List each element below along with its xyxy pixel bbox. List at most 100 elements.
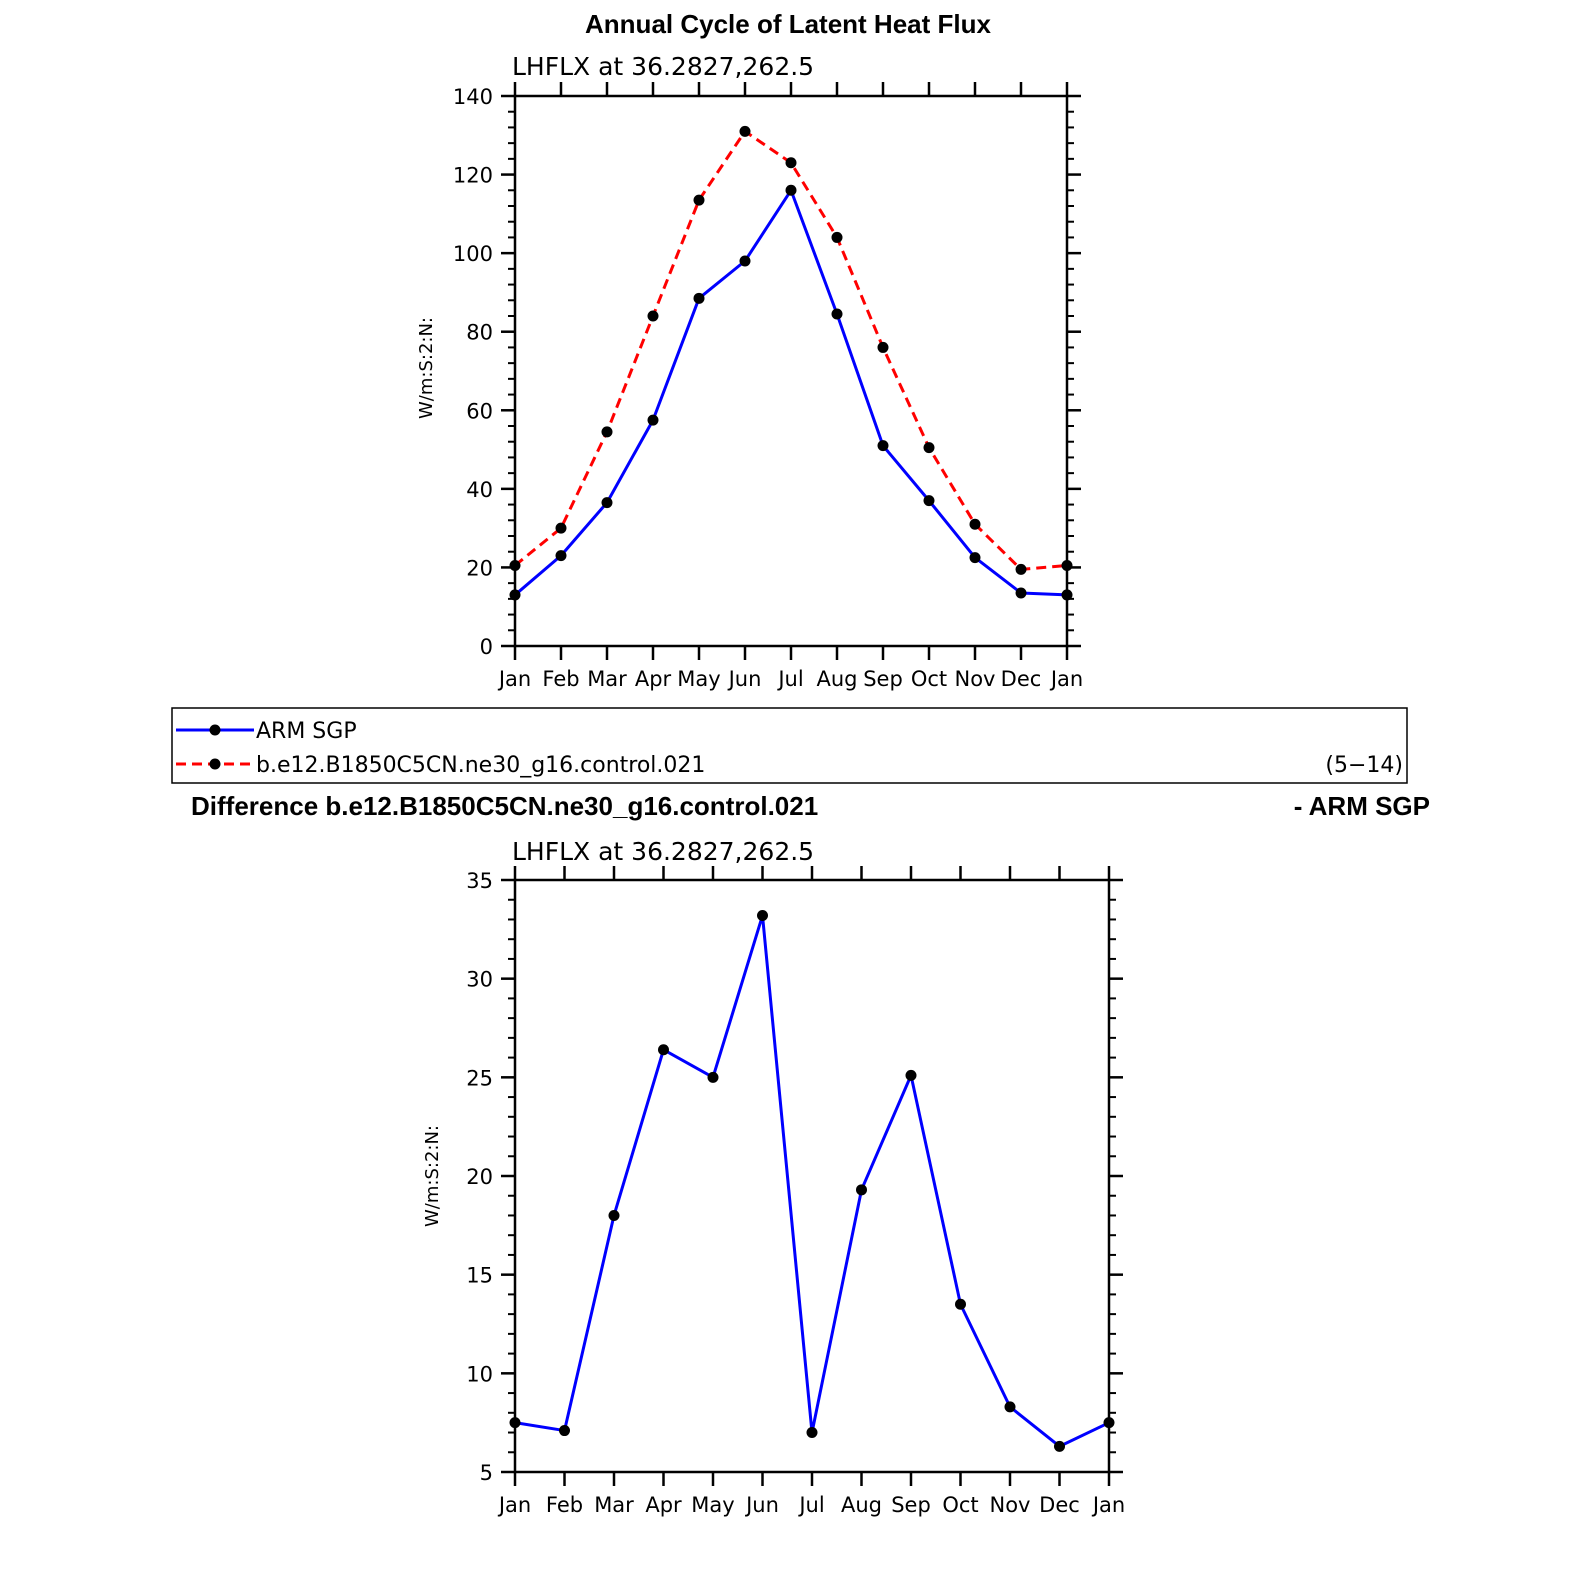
chart2-ytick-label: 20: [466, 1165, 493, 1189]
chart2-series-0-point: [1054, 1440, 1065, 1452]
legend-marker-arm-sgp: [209, 724, 221, 736]
chart1-plot-area: [509, 125, 1073, 601]
chart2-series-0-point: [757, 910, 768, 922]
chart2-xtick-label: Jan: [497, 1493, 531, 1517]
chart1-xtick-label: Feb: [542, 667, 579, 691]
chart2-ytick-label: 30: [466, 968, 493, 992]
chart2-xtick-label: Sep: [891, 1493, 931, 1517]
legend-label-model: b.e12.B1850C5CN.ne30_g16.control.021: [256, 753, 705, 778]
chart2-series-0-point: [658, 1044, 669, 1056]
chart1-series-0-line: [514, 188, 1068, 597]
chart2-xtick-label: Nov: [990, 1493, 1031, 1517]
chart1-y-axis-label: W/m:S:2:N:: [416, 317, 437, 419]
chart1-series-0-point: [923, 495, 935, 507]
chart1-series-1-point: [1015, 563, 1027, 575]
chart2-series-0-point: [806, 1427, 818, 1439]
chart1-series-0-point: [1061, 589, 1073, 601]
chart1-series-0-point: [1015, 587, 1027, 599]
legend: ARM SGP b.e12.B1850C5CN.ne30_g16.control…: [171, 707, 1408, 784]
chart1-xtick-label: Apr: [635, 667, 672, 691]
chart1-series-1-point: [1061, 559, 1073, 571]
chart1-ytick-label: 60: [466, 399, 493, 423]
chart1-series-0-point: [601, 497, 613, 509]
chart2-title: Difference b.e12.B1850C5CN.ne30_g16.cont…: [191, 791, 818, 821]
chart1-title: Annual Cycle of Latent Heat Flux: [585, 9, 991, 39]
chart2-ytick-label: 25: [466, 1066, 493, 1090]
chart2-series-0-point: [1004, 1401, 1016, 1413]
chart2-series-0-point: [707, 1071, 719, 1083]
chart2-xtick-label: May: [691, 1493, 734, 1517]
chart1-series-0-point: [877, 440, 889, 452]
chart1-xtick-label: Jun: [727, 667, 762, 691]
chart2-ytick-label: 10: [466, 1362, 493, 1386]
chart1-xtick-label: Jul: [776, 667, 803, 691]
chart1-subtitle: LHFLX at 36.2827,262.5: [512, 52, 814, 81]
chart2-xtick-label: Apr: [645, 1493, 682, 1517]
chart2-xtick-label: Jul: [797, 1493, 824, 1517]
chart1-series-1-point: [601, 426, 613, 438]
chart2-series-0-point: [955, 1298, 966, 1310]
chart1-xtick-label: Aug: [816, 667, 857, 691]
chart1-series-0-point: [555, 550, 567, 562]
chart1-ytick-label: 120: [453, 164, 493, 188]
chart1-xtick-label: Jan: [497, 667, 531, 691]
chart2-xtick-label: Mar: [594, 1493, 634, 1517]
chart2-xtick-label: Jun: [744, 1493, 779, 1517]
chart2-title-right: - ARM SGP: [1294, 791, 1430, 821]
chart1-series-1-point: [647, 310, 659, 322]
chart1-series-1-point: [969, 518, 981, 530]
chart1-ytick-label: 80: [466, 321, 493, 345]
chart2-xtick-label: Oct: [942, 1493, 978, 1517]
chart1-series-1-point: [785, 157, 797, 169]
chart1-series-1-point: [555, 522, 567, 534]
chart1-series-0-point: [785, 184, 797, 196]
legend-marker-model: [209, 758, 221, 770]
chart2-series-0-point: [905, 1069, 917, 1081]
chart1-series-0-point: [831, 308, 843, 320]
chart2-axes: 5 10 15 20 25 30 35 Jan Feb Mar Apr May Jun Jul Aug Sep…: [466, 866, 1125, 1517]
legend-label-arm-sgp: ARM SGP: [256, 719, 357, 744]
chart2-ytick-label: 35: [466, 869, 493, 893]
chart1-xtick-label: Mar: [587, 667, 627, 691]
chart1-series-0-point: [509, 589, 521, 601]
chart2-plot-area: [509, 910, 1115, 1452]
chart1-series-0-point: [969, 552, 981, 564]
chart1-xtick-label: Nov: [955, 667, 996, 691]
chart1-series-0-point: [739, 255, 751, 267]
chart2-ytick-label: 5: [480, 1461, 493, 1485]
chart1-series-1-point: [693, 194, 705, 206]
chart1-ytick-label: 40: [466, 478, 493, 502]
chart1-series-0-point: [693, 292, 705, 304]
chart1-series-0-point: [647, 414, 659, 426]
chart2-xtick-label: Aug: [841, 1493, 882, 1517]
chart2-subtitle: LHFLX at 36.2827,262.5: [512, 837, 814, 866]
legend-note: (5−14): [1325, 753, 1403, 778]
chart1-series-1-point: [831, 231, 843, 243]
chart2-series-0-point: [608, 1209, 620, 1221]
chart2-ytick-label: 15: [466, 1264, 493, 1288]
chart2-series-0-point: [559, 1425, 570, 1437]
chart1-series-1-point: [923, 442, 935, 454]
chart1-series-1-line: [514, 129, 1068, 571]
chart1-ytick-label: 140: [453, 85, 493, 109]
chart2-series-0-point: [856, 1184, 867, 1196]
chart1-series-1-point: [877, 341, 889, 353]
chart2-series-0-line: [514, 914, 1110, 1448]
chart1-series-1-point: [509, 559, 521, 571]
chart2-series-0-point: [509, 1417, 521, 1429]
chart1-xtick-label: Sep: [863, 667, 903, 691]
legend-box: [171, 707, 1408, 784]
chart1-xtick-label: Dec: [1001, 667, 1042, 691]
chart1-xtick-label: Jan: [1049, 667, 1083, 691]
chart2-y-axis-label: W/m:S:2:N:: [422, 1125, 443, 1227]
chart2-xtick-label: Feb: [546, 1493, 583, 1517]
chart2-xtick-label: Jan: [1091, 1493, 1125, 1517]
chart1-axes: 0 20 40 60 80 100 120 140 Jan Feb Mar Apr May Jun Jul A…: [453, 82, 1083, 691]
chart2-frame: [513, 878, 1111, 1474]
chart2-xtick-label: Dec: [1039, 1493, 1080, 1517]
chart1-ytick-label: 0: [480, 635, 493, 659]
chart1-xtick-label: Oct: [911, 667, 947, 691]
chart1-xtick-label: May: [677, 667, 720, 691]
chart1-ytick-label: 100: [453, 242, 493, 266]
